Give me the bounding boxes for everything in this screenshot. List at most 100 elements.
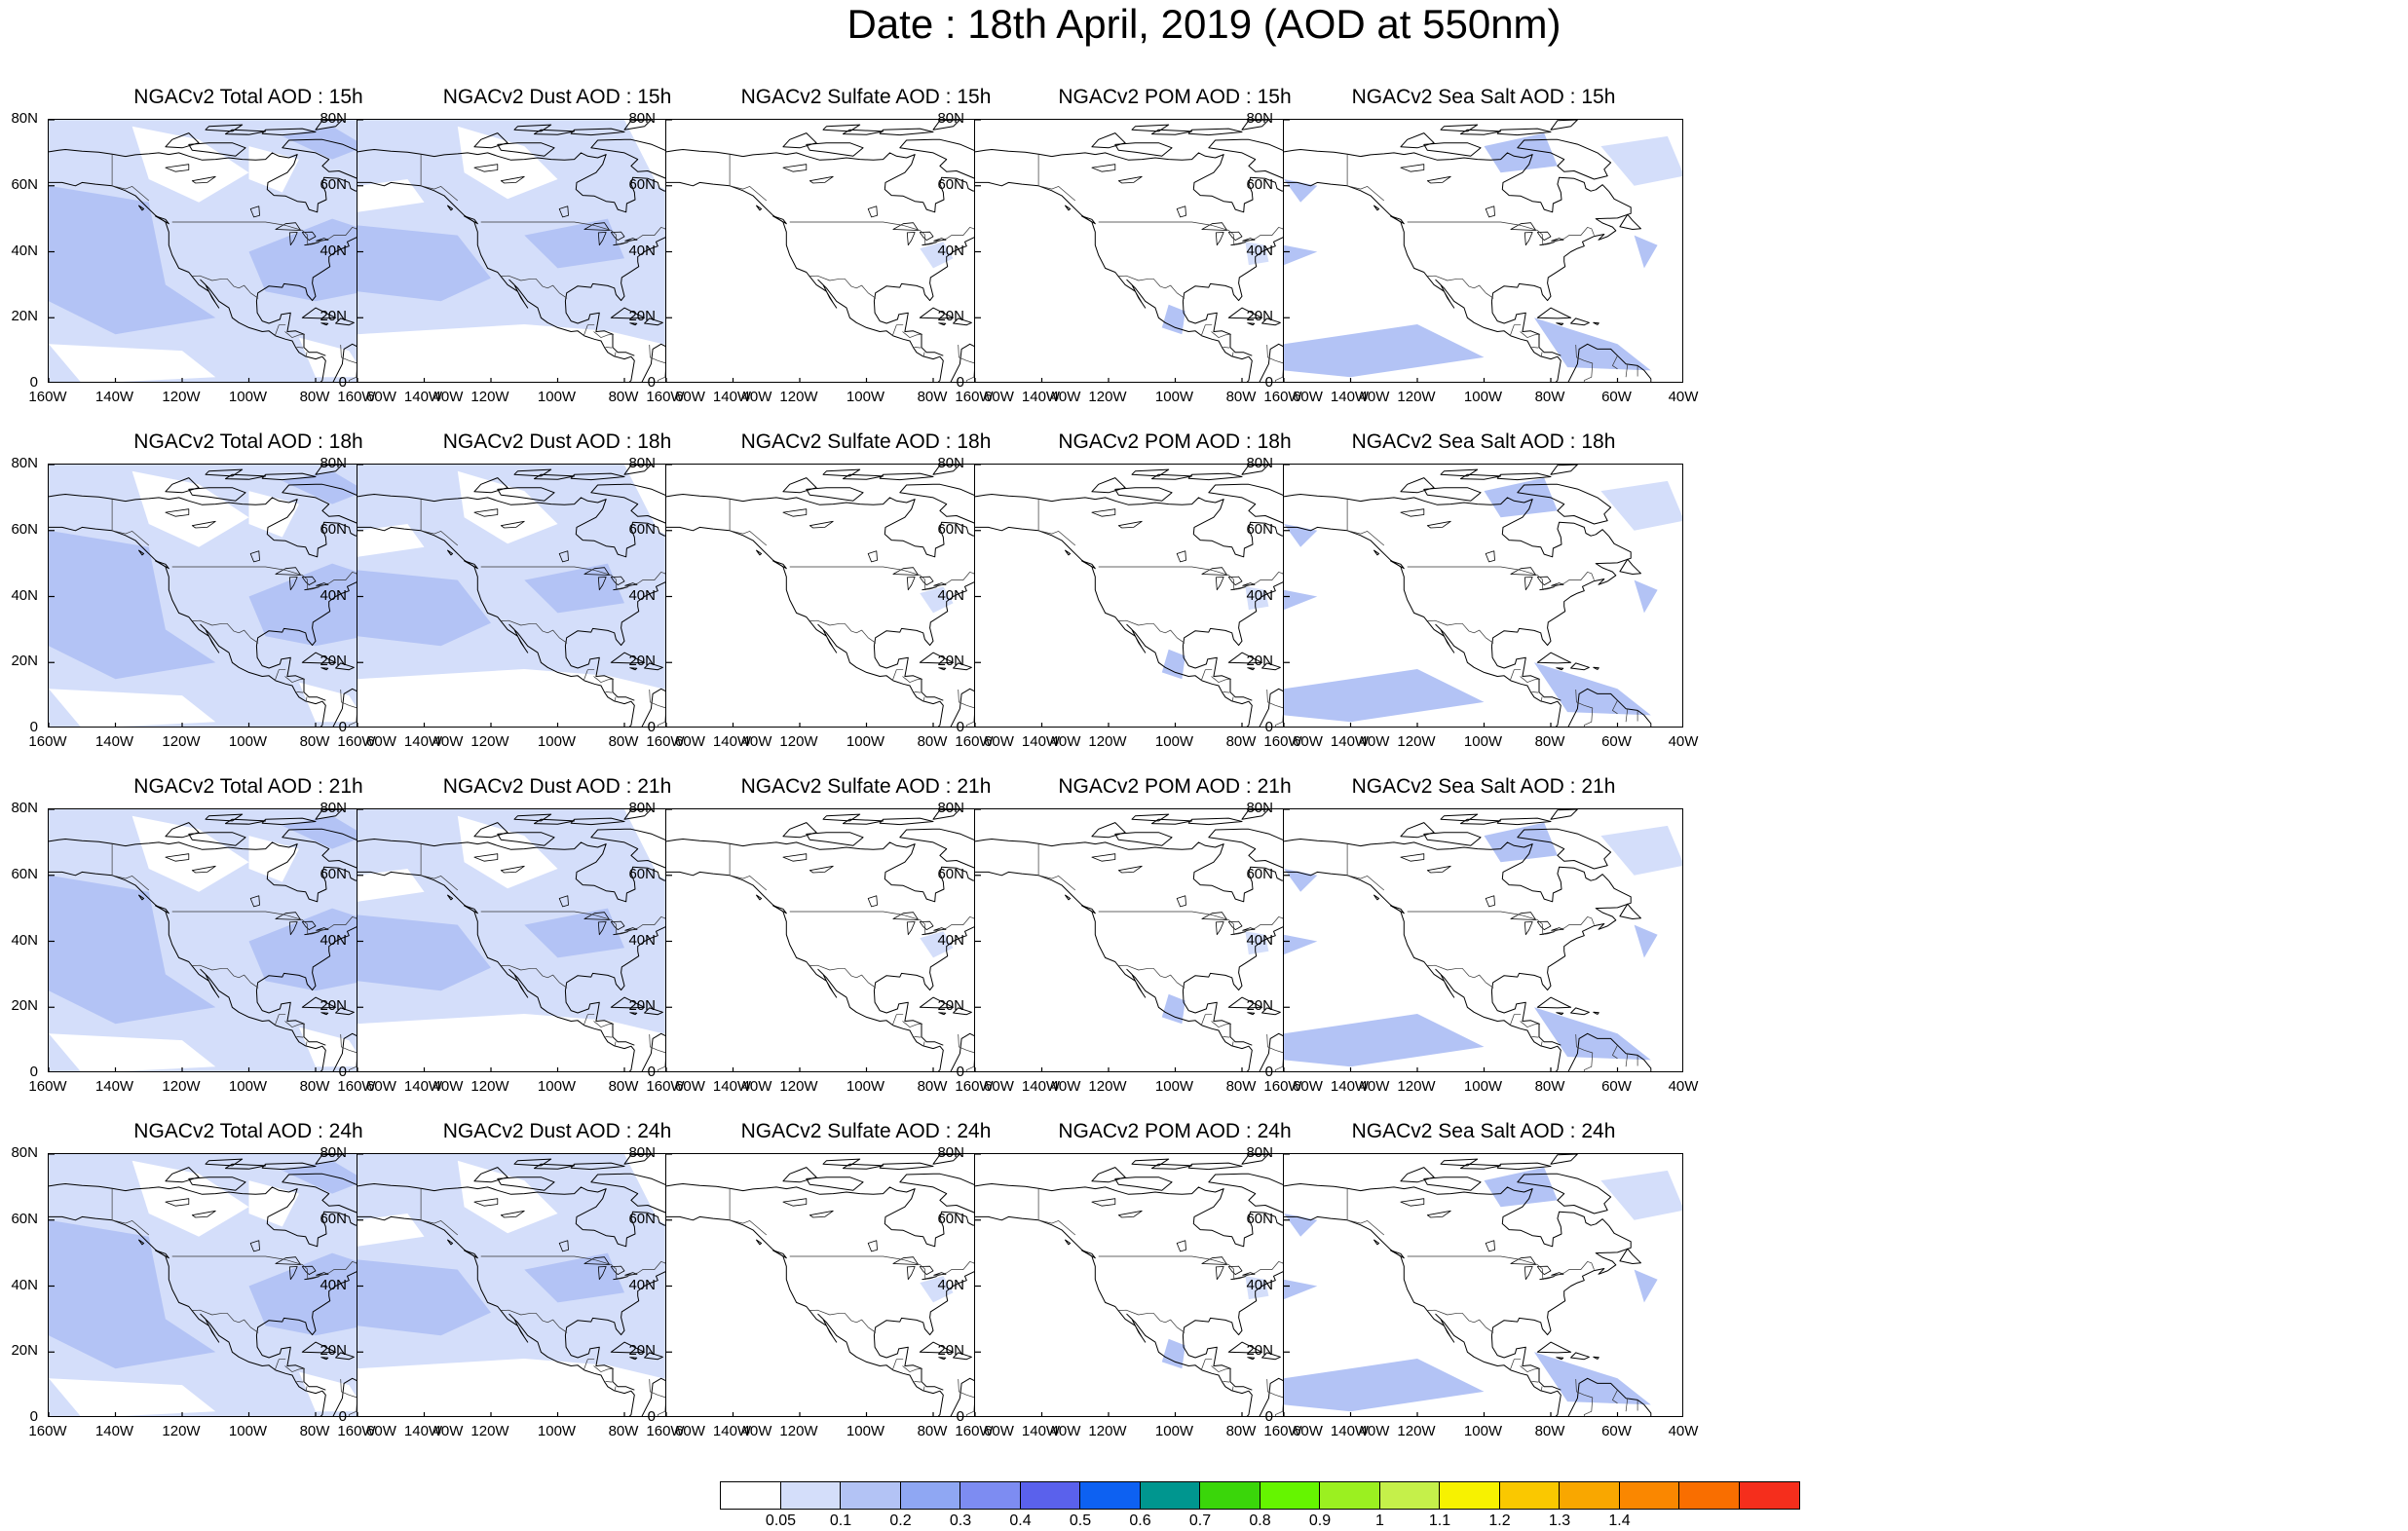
aod-shade-medium — [282, 1160, 366, 1194]
aod-clear-area — [457, 1160, 558, 1234]
island-outline — [1247, 322, 1256, 326]
lon-tick-label: 120W — [470, 1078, 509, 1095]
country-border — [1223, 347, 1230, 349]
island-outline — [1460, 818, 1502, 825]
lon-tick-label: 140W — [712, 389, 752, 405]
island-outline — [1081, 215, 1096, 225]
country-border — [111, 499, 150, 546]
island-outline — [1151, 1163, 1193, 1170]
lon-tick-label: 60W — [1293, 389, 1323, 405]
aod-shade-medium — [1533, 662, 1651, 716]
island-outline — [301, 307, 337, 319]
lat-tick-label: 40N — [628, 931, 656, 949]
island-outline — [1114, 832, 1173, 846]
lat-tick-label: 80N — [1246, 1144, 1273, 1161]
country-border — [922, 352, 925, 357]
country-border — [729, 1188, 768, 1236]
lat-tick-label: 40N — [11, 1276, 38, 1293]
lon-tick-label: 120W — [1397, 733, 1436, 750]
island-outline — [1261, 1352, 1281, 1361]
country-border — [1037, 499, 1076, 546]
island-outline — [1151, 818, 1193, 825]
lake-outline — [275, 567, 302, 576]
lon-tick-label: 60W — [1293, 1078, 1323, 1095]
aod-clear-area — [132, 815, 249, 892]
lake-outline — [473, 508, 499, 517]
lake-outline — [1227, 576, 1243, 585]
island-outline — [879, 817, 934, 826]
aod-shade-medium — [1284, 1279, 1318, 1300]
country-border — [809, 964, 877, 989]
colorbar-swatch — [900, 1482, 960, 1509]
country-border — [296, 691, 304, 693]
island-outline — [756, 549, 763, 556]
lake-outline — [473, 164, 499, 172]
island-outline — [1460, 1163, 1502, 1170]
island-outline — [1556, 1357, 1564, 1361]
aod-shade-medium — [1161, 993, 1185, 1025]
island-outline — [1440, 468, 1479, 477]
colorbar-label: 0.8 — [1249, 1512, 1271, 1529]
country-border — [1575, 1378, 1594, 1416]
map-plot-area — [1283, 464, 1683, 728]
lake-outline — [1201, 567, 1228, 576]
lake-outline — [892, 1256, 920, 1265]
lake-outline — [301, 920, 317, 930]
lon-tick-label: 80W — [608, 389, 639, 405]
lat-tick-label: 60N — [937, 1210, 964, 1227]
island-outline — [629, 667, 638, 671]
aod-shade-light — [1600, 1170, 1682, 1220]
country-border — [1407, 1255, 1595, 1281]
coastline-east — [1284, 494, 1632, 701]
island-outline — [1460, 129, 1502, 135]
lat-tick-label: 40N — [320, 242, 347, 259]
lake-outline — [906, 232, 916, 246]
lon-tick-label: 140W — [1330, 1423, 1370, 1439]
panel-title: NGACv2 Total AOD : 15h — [133, 86, 363, 108]
aod-shade-light — [1245, 1276, 1269, 1300]
colorbar-swatch — [1679, 1482, 1740, 1509]
lake-outline — [288, 232, 298, 246]
island-outline — [1517, 483, 1612, 525]
lat-tick-label: 0 — [956, 1064, 964, 1080]
island-outline — [1496, 817, 1552, 826]
lat-tick-label: 40N — [1246, 1276, 1273, 1293]
island-outline — [335, 662, 355, 671]
island-outline — [320, 1357, 329, 1361]
aod-clear-area — [298, 682, 366, 723]
lake-outline — [1176, 1240, 1186, 1252]
lake-outline — [597, 232, 607, 246]
island-outline — [1241, 1154, 1269, 1165]
island-outline — [570, 1162, 625, 1171]
country-border — [605, 1381, 613, 1383]
lon-tick-label: 80W — [1225, 389, 1257, 405]
island-outline — [205, 124, 244, 132]
lon-tick-label: 40W — [1668, 1078, 1699, 1095]
colorbar-label: 0.7 — [1188, 1512, 1212, 1529]
lon-tick-label: 100W — [1154, 1423, 1194, 1439]
lake-outline — [1536, 231, 1552, 241]
island-outline — [513, 1158, 552, 1167]
country-border — [922, 1386, 925, 1392]
lake-outline — [624, 1272, 638, 1276]
lat-tick-label: 40N — [1246, 931, 1273, 949]
country-border — [420, 154, 459, 202]
island-outline — [822, 813, 861, 822]
lon-tick-label: 120W — [1397, 1078, 1436, 1095]
panel-title: NGACv2 Sulfate AOD : 15h — [740, 86, 992, 108]
island-outline — [1091, 822, 1126, 839]
aod-shade-medium — [357, 915, 491, 991]
island-outline — [534, 473, 576, 480]
island-outline — [320, 322, 329, 326]
lon-tick-label: 80W — [608, 1423, 639, 1439]
lat-tick-label: 40N — [320, 586, 347, 604]
aod-clear-area — [49, 1033, 216, 1071]
country-border — [614, 1386, 617, 1392]
country-border — [1520, 676, 1541, 683]
lake-outline — [1524, 1266, 1533, 1281]
lake-outline — [1117, 1210, 1143, 1218]
lon-tick-label: 80W — [1225, 1423, 1257, 1439]
panel-title: NGACv2 POM AOD : 24h — [1058, 1120, 1292, 1142]
aod-shade-medium — [524, 563, 624, 614]
country-border — [614, 1041, 617, 1047]
